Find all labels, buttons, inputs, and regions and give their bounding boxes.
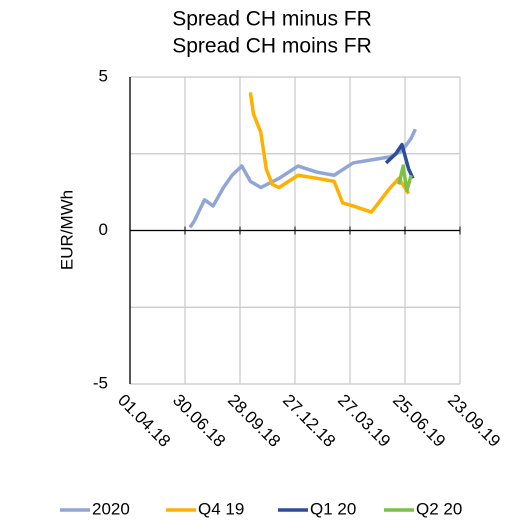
legend-label: 2020 [92,499,130,518]
series-line [397,164,413,193]
legend-label: Q2 20 [416,499,462,518]
x-tick-label: 30.06.18 [169,391,229,451]
x-tick-label: 27.03.19 [334,391,394,451]
y-tick-label: -5 [93,373,108,392]
legend-label: Q1 20 [310,499,356,518]
y-axis-label: EUR/MWh [57,190,76,270]
x-tick-label: 01.04.18 [114,391,174,451]
x-tick-label: 28.09.18 [224,391,284,451]
x-tick-label: 27.12.18 [279,391,339,451]
chart-title: Spread CH minus FR [172,8,372,31]
chart-title: Spread CH moins FR [172,35,372,58]
y-tick-label: 5 [99,66,108,85]
x-tick-label: 23.09.19 [444,391,504,451]
x-tick-label: 25.06.19 [389,391,449,451]
series-line [248,92,411,214]
y-tick-label: 0 [99,220,108,239]
series-line [384,142,415,180]
legend-label: Q4 19 [198,499,244,518]
series-line [188,128,417,229]
